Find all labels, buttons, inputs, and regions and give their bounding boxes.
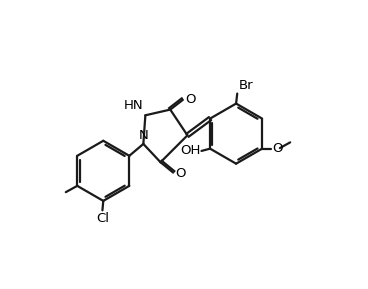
Text: N: N: [139, 129, 149, 142]
Text: HN: HN: [123, 99, 143, 112]
Text: Cl: Cl: [96, 212, 109, 225]
Text: Br: Br: [238, 79, 253, 92]
Text: O: O: [272, 142, 282, 155]
Text: OH: OH: [180, 144, 201, 158]
Text: O: O: [185, 93, 196, 106]
Text: O: O: [176, 167, 186, 180]
